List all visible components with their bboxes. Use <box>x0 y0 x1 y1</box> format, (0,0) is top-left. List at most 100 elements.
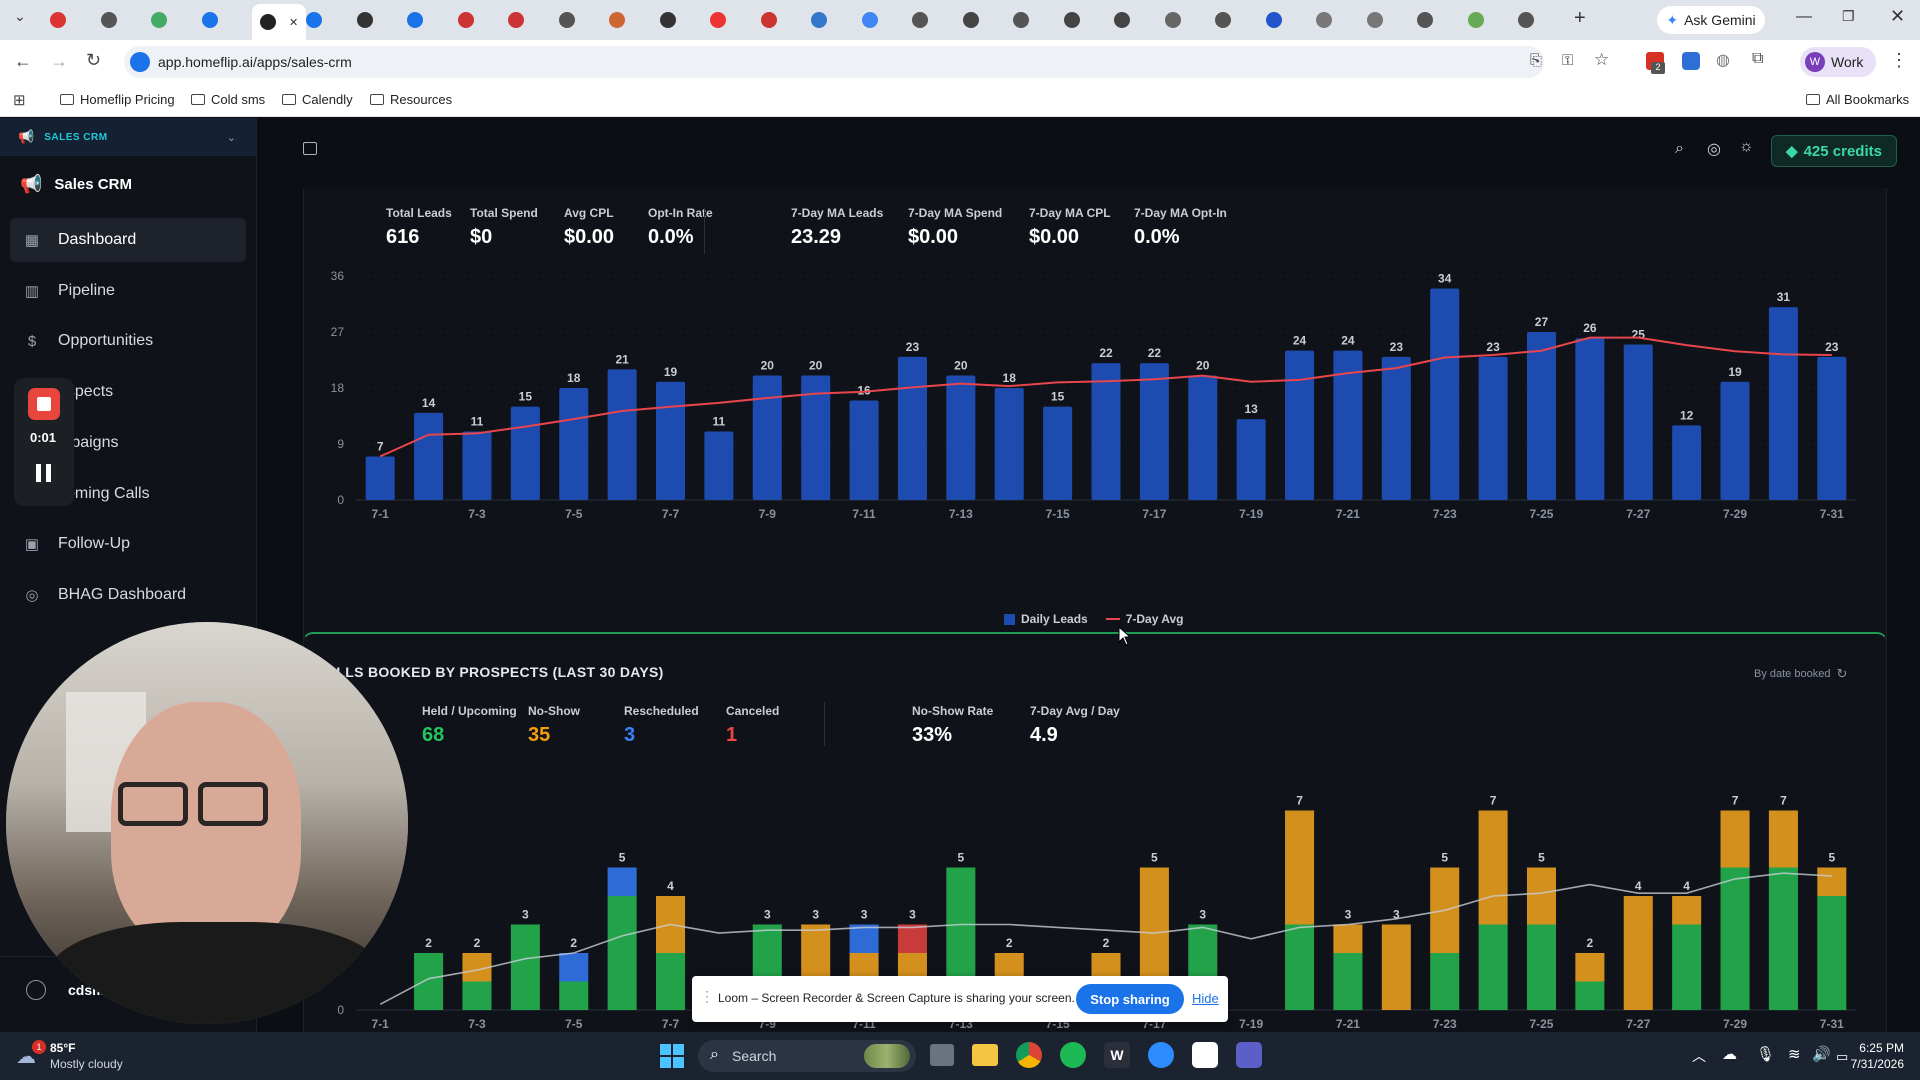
bar-segment-held-upcoming[interactable] <box>1478 924 1508 1011</box>
bar-segment-no-show[interactable] <box>1478 810 1508 925</box>
bookmark-star-icon[interactable]: ☆ <box>1594 50 1610 69</box>
bar-daily-leads[interactable] <box>1188 375 1218 500</box>
reload-icon[interactable]: ↻ <box>86 50 102 70</box>
browser-tab[interactable] <box>1518 6 1534 34</box>
bar-segment-held-upcoming[interactable] <box>462 981 492 1011</box>
stop-sharing-button[interactable]: Stop sharing <box>1076 984 1184 1014</box>
browser-tab[interactable] <box>811 6 827 34</box>
webcam-bubble[interactable] <box>6 622 408 1024</box>
bar-daily-leads[interactable] <box>1720 381 1750 500</box>
bar-daily-leads[interactable] <box>1478 356 1508 500</box>
tab-search-icon[interactable]: ⌄ <box>14 8 26 24</box>
task-view-icon[interactable] <box>930 1044 954 1066</box>
bar-daily-leads[interactable] <box>1430 288 1460 500</box>
browser-tab[interactable] <box>306 6 322 34</box>
browser-tab[interactable] <box>356 6 373 34</box>
install-app-icon[interactable]: ⎘ <box>1530 52 1543 69</box>
bar-segment-no-show[interactable] <box>801 924 831 982</box>
site-info-icon[interactable] <box>130 52 150 72</box>
battery-icon[interactable]: ▭ <box>1836 1049 1849 1064</box>
bar-daily-leads[interactable] <box>1575 338 1605 500</box>
weather-widget[interactable]: ☁ 1 <box>16 1040 46 1068</box>
bar-daily-leads[interactable] <box>462 431 492 500</box>
browser-tab[interactable] <box>1366 6 1383 34</box>
bar-daily-leads[interactable] <box>801 375 831 500</box>
browser-tab[interactable] <box>1063 6 1080 34</box>
onedrive-icon[interactable]: ☁ <box>1722 1046 1737 1063</box>
bar-daily-leads[interactable] <box>1236 419 1266 500</box>
bookmark-calendly[interactable]: Calendly <box>282 92 353 107</box>
browser-tab[interactable] <box>1215 6 1231 34</box>
bar-segment-held-upcoming[interactable] <box>1430 953 1460 1010</box>
bar-segment-held-upcoming[interactable] <box>1333 953 1363 1010</box>
forward-icon[interactable]: → <box>50 51 68 71</box>
spotify-icon[interactable] <box>1060 1042 1086 1068</box>
bar-daily-leads[interactable] <box>1768 307 1798 500</box>
bar-segment-held-upcoming[interactable] <box>1720 867 1750 1011</box>
bar-segment-no-show[interactable] <box>1526 867 1556 925</box>
close-tab-icon[interactable]: ✕ <box>289 16 299 29</box>
sidebar-item-bhag-dashboard[interactable]: ◎ BHAG Dashboard <box>10 573 246 617</box>
bar-segment-held-upcoming[interactable] <box>1672 924 1702 1011</box>
browser-tab[interactable] <box>1164 6 1181 34</box>
bar-daily-leads[interactable] <box>1381 356 1411 500</box>
bar-segment-held-upcoming[interactable] <box>1817 896 1847 1010</box>
extension-loom-icon[interactable]: ◍ <box>1716 52 1730 69</box>
bar-daily-leads[interactable] <box>1817 356 1847 500</box>
browser-tab[interactable] <box>100 6 117 34</box>
bar-segment-no-show[interactable] <box>1333 924 1363 954</box>
bar-segment-no-show[interactable] <box>1817 867 1847 897</box>
pause-icon[interactable] <box>36 464 52 482</box>
bar-segment-no-show[interactable] <box>1285 810 1315 925</box>
bookmark-cold-sms[interactable]: Cold sms <box>191 92 265 107</box>
bar-daily-leads[interactable] <box>1139 363 1169 500</box>
clock-date[interactable]: 7/31/2026 <box>1850 1057 1904 1071</box>
browser-tab[interactable] <box>1417 6 1433 34</box>
browser-tab[interactable] <box>457 6 474 34</box>
tray-chevron-icon[interactable]: ︿ <box>1692 1048 1706 1064</box>
bar-segment-rescheduled[interactable] <box>607 867 637 897</box>
bar-segment-held-upcoming[interactable] <box>559 981 589 1011</box>
bar-daily-leads[interactable] <box>752 375 782 500</box>
volume-icon[interactable]: 🔊 <box>1812 1046 1831 1063</box>
bookmark-resources[interactable]: Resources <box>370 92 452 107</box>
bar-segment-no-show[interactable] <box>1623 896 1653 1010</box>
stop-record-button[interactable] <box>28 388 60 420</box>
browser-tab[interactable] <box>558 6 575 34</box>
chrome-icon[interactable] <box>1016 1042 1042 1068</box>
browser-tab[interactable] <box>1316 6 1332 34</box>
bar-daily-leads[interactable] <box>1285 350 1315 500</box>
bar-daily-leads[interactable] <box>1333 350 1363 500</box>
bar-segment-no-show[interactable] <box>1672 896 1702 925</box>
drag-handle-icon[interactable]: ⋮ <box>700 988 714 1004</box>
bar-segment-no-show[interactable] <box>1381 924 1411 1011</box>
more-menu-icon[interactable]: ⋮ <box>1890 50 1908 70</box>
microphone-icon[interactable]: 🎙 <box>1756 1046 1776 1063</box>
bar-daily-leads[interactable] <box>414 412 444 500</box>
all-bookmarks[interactable]: All Bookmarks <box>1806 92 1909 107</box>
bar-segment-no-show[interactable] <box>1139 867 1169 982</box>
bar-segment-held-upcoming[interactable] <box>510 924 540 1011</box>
omnibox[interactable]: app.homeflip.ai/apps/sales-crm <box>124 46 1544 78</box>
browser-tab[interactable] <box>1467 6 1484 34</box>
extension-blue-icon[interactable] <box>1682 52 1700 70</box>
bar-segment-held-upcoming[interactable] <box>607 896 637 1010</box>
sidebar-item-follow-up[interactable]: ▣ Follow-Up <box>10 522 246 566</box>
bar-segment-no-show[interactable] <box>1720 810 1750 868</box>
bar-daily-leads[interactable] <box>365 456 395 500</box>
url-text[interactable]: app.homeflip.ai/apps/sales-crm <box>158 54 352 70</box>
browser-tab[interactable] <box>407 6 423 34</box>
browser-tab[interactable] <box>760 6 777 34</box>
browser-tab[interactable] <box>609 6 625 34</box>
bar-daily-leads[interactable] <box>1043 406 1073 500</box>
wifi-icon[interactable]: ≋ <box>1788 1046 1801 1063</box>
bar-daily-leads[interactable] <box>946 375 976 500</box>
app-w-icon[interactable]: W <box>1104 1042 1130 1068</box>
hide-link[interactable]: Hide <box>1192 991 1219 1006</box>
browser-tab[interactable] <box>962 6 979 34</box>
bar-segment-held-upcoming[interactable] <box>1285 924 1315 1011</box>
taskbar-search[interactable]: ⌕ Search <box>698 1040 916 1072</box>
globe-icon[interactable]: ◎ <box>1707 141 1721 158</box>
credits-badge[interactable]: ◆ 425 credits <box>1771 135 1897 167</box>
sort-control[interactable]: By date booked ↻ <box>1754 666 1847 682</box>
